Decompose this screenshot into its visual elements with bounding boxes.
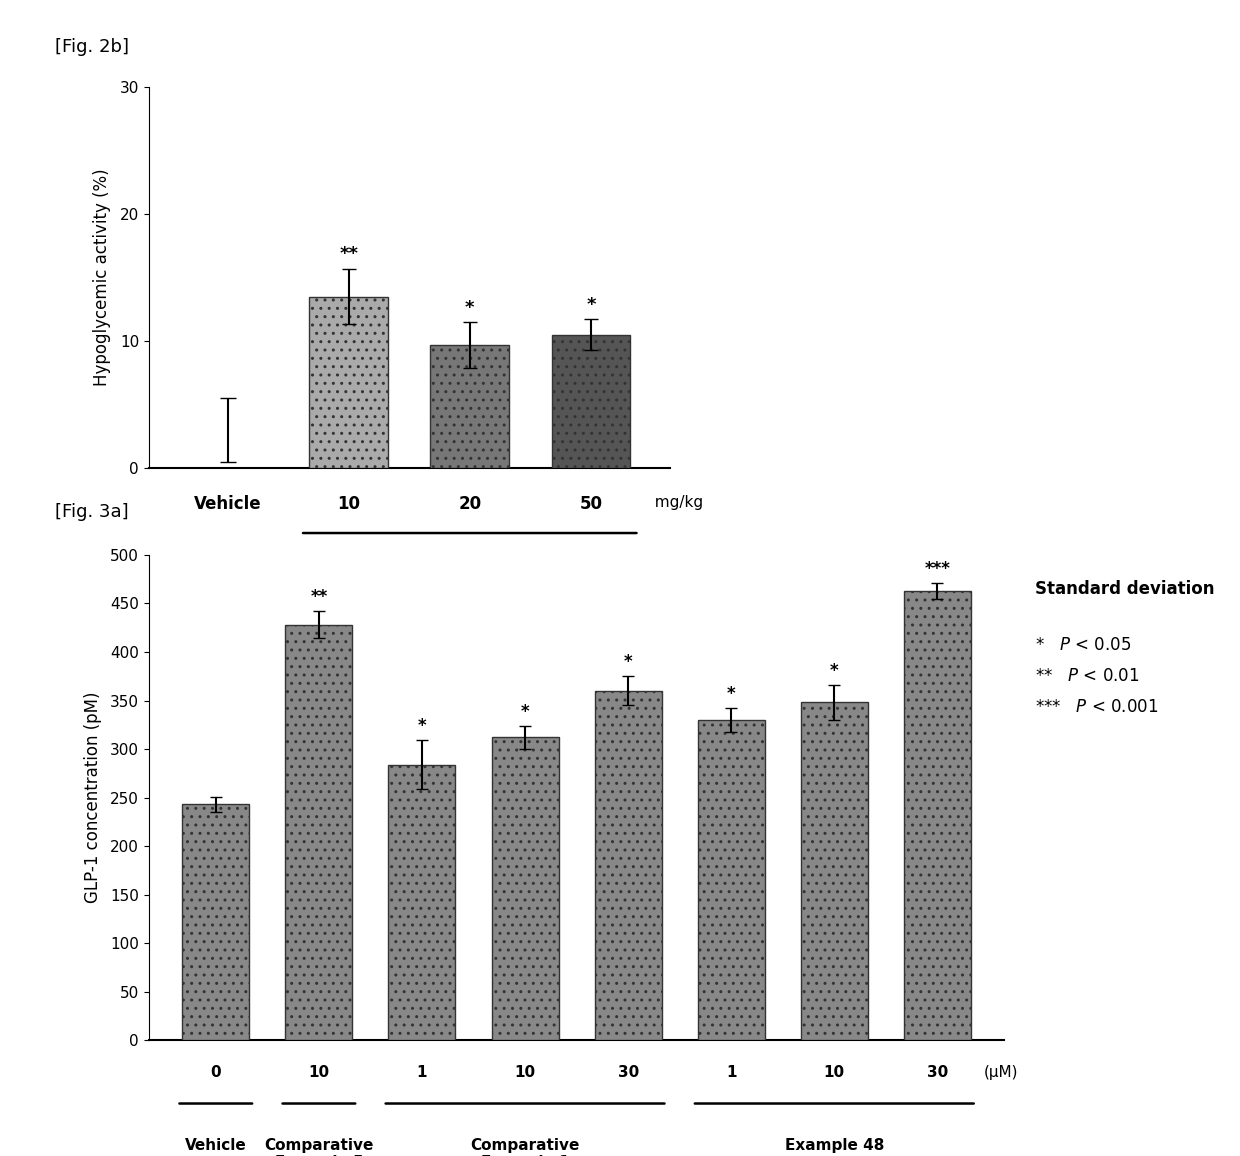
Text: 20: 20 [459,495,481,513]
Text: ***: *** [925,561,950,578]
Text: Example 119: Example 119 [410,575,529,593]
Text: 10: 10 [309,1065,330,1080]
Text: Standard deviation: Standard deviation [1035,580,1215,599]
Text: 50: 50 [579,495,603,513]
Text: Comparative
Example 1: Comparative Example 1 [470,1138,580,1156]
Text: 30: 30 [618,1065,639,1080]
Bar [309,296,388,468]
Text: 1: 1 [417,1065,428,1080]
Text: 10: 10 [515,1065,536,1080]
Bar [430,344,510,468]
Text: Vehicle: Vehicle [193,495,262,513]
Text: *: * [624,653,632,672]
Text: 10: 10 [337,495,360,513]
Text: 10: 10 [823,1065,844,1080]
Text: *: * [727,686,735,704]
Text: [Fig. 3a]: [Fig. 3a] [55,503,128,521]
Text: ***   $\it{P}$ < 0.001: *** $\it{P}$ < 0.001 [1035,698,1159,717]
Bar [801,703,868,1040]
Text: *   $\it{P}$ < 0.05: * $\it{P}$ < 0.05 [1035,636,1132,654]
Bar [285,624,352,1040]
Bar [595,691,662,1040]
Text: [Fig. 2b]: [Fig. 2b] [55,38,129,57]
Bar [491,738,558,1040]
Text: *: * [830,662,838,680]
Text: *: * [587,296,595,314]
Text: Comparative
Example 5: Comparative Example 5 [264,1138,373,1156]
Bar [552,335,630,468]
Text: *: * [521,703,529,721]
Text: **   $\it{P}$ < 0.01: ** $\it{P}$ < 0.01 [1035,667,1140,686]
Text: *: * [418,718,427,735]
Text: Example 48: Example 48 [785,1138,884,1153]
Bar [904,591,971,1040]
Text: 30: 30 [926,1065,949,1080]
Bar [182,805,249,1040]
Bar [388,764,455,1040]
Bar [698,720,765,1040]
Text: **: ** [340,245,358,264]
Text: 1: 1 [725,1065,737,1080]
Text: Vehicle: Vehicle [185,1138,247,1153]
Text: (μM): (μM) [983,1065,1018,1080]
Y-axis label: Hypoglycemic activity (%): Hypoglycemic activity (%) [93,169,112,386]
Text: **: ** [310,588,327,607]
Text: 0: 0 [211,1065,221,1080]
Text: mg/kg: mg/kg [645,495,703,510]
Y-axis label: GLP-1 concentration (pM): GLP-1 concentration (pM) [84,692,102,903]
Text: *: * [465,299,475,317]
